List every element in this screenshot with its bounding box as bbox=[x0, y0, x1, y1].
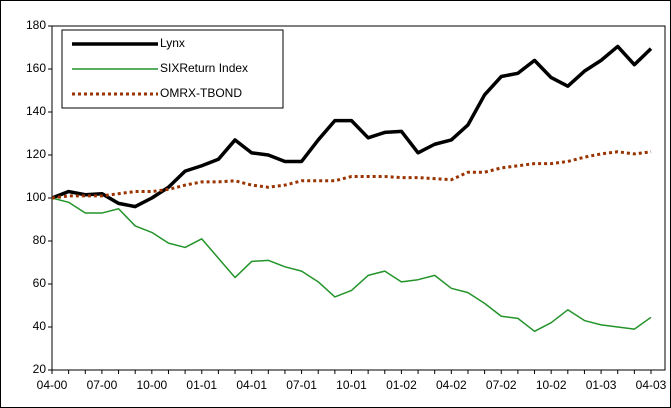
x-tick-label: 10-01 bbox=[336, 378, 367, 392]
y-tick-label: 100 bbox=[26, 190, 46, 204]
x-tick-label: 04-00 bbox=[37, 378, 68, 392]
legend-label: OMRX-TBOND bbox=[160, 86, 242, 100]
legend-label: Lynx bbox=[160, 36, 185, 50]
x-tick-label: 01-03 bbox=[586, 378, 617, 392]
x-tick-label: 07-00 bbox=[87, 378, 118, 392]
y-tick-label: 140 bbox=[26, 104, 46, 118]
x-tick-label: 01-02 bbox=[386, 378, 417, 392]
x-tick-label: 10-00 bbox=[136, 378, 167, 392]
x-tick-label: 01-01 bbox=[186, 378, 217, 392]
y-tick-label: 40 bbox=[33, 319, 47, 333]
y-tick-label: 80 bbox=[33, 233, 47, 247]
series-line bbox=[51, 197, 652, 333]
x-tick-label: 04-01 bbox=[236, 378, 267, 392]
x-tick-label: 10-02 bbox=[536, 378, 567, 392]
y-tick-label: 180 bbox=[26, 18, 46, 32]
x-tick-label: 04-02 bbox=[436, 378, 467, 392]
x-tick-label: 07-02 bbox=[486, 378, 517, 392]
series-line bbox=[51, 44, 653, 209]
y-tick-label: 20 bbox=[33, 362, 47, 376]
series-line bbox=[51, 150, 652, 200]
x-tick-label: 04-03 bbox=[636, 378, 667, 392]
y-tick-label: 120 bbox=[26, 147, 46, 161]
y-tick-label: 160 bbox=[26, 61, 46, 75]
legend-label: SIXReturn Index bbox=[160, 61, 248, 75]
x-tick-label: 07-01 bbox=[286, 378, 317, 392]
y-tick-label: 60 bbox=[33, 276, 47, 290]
